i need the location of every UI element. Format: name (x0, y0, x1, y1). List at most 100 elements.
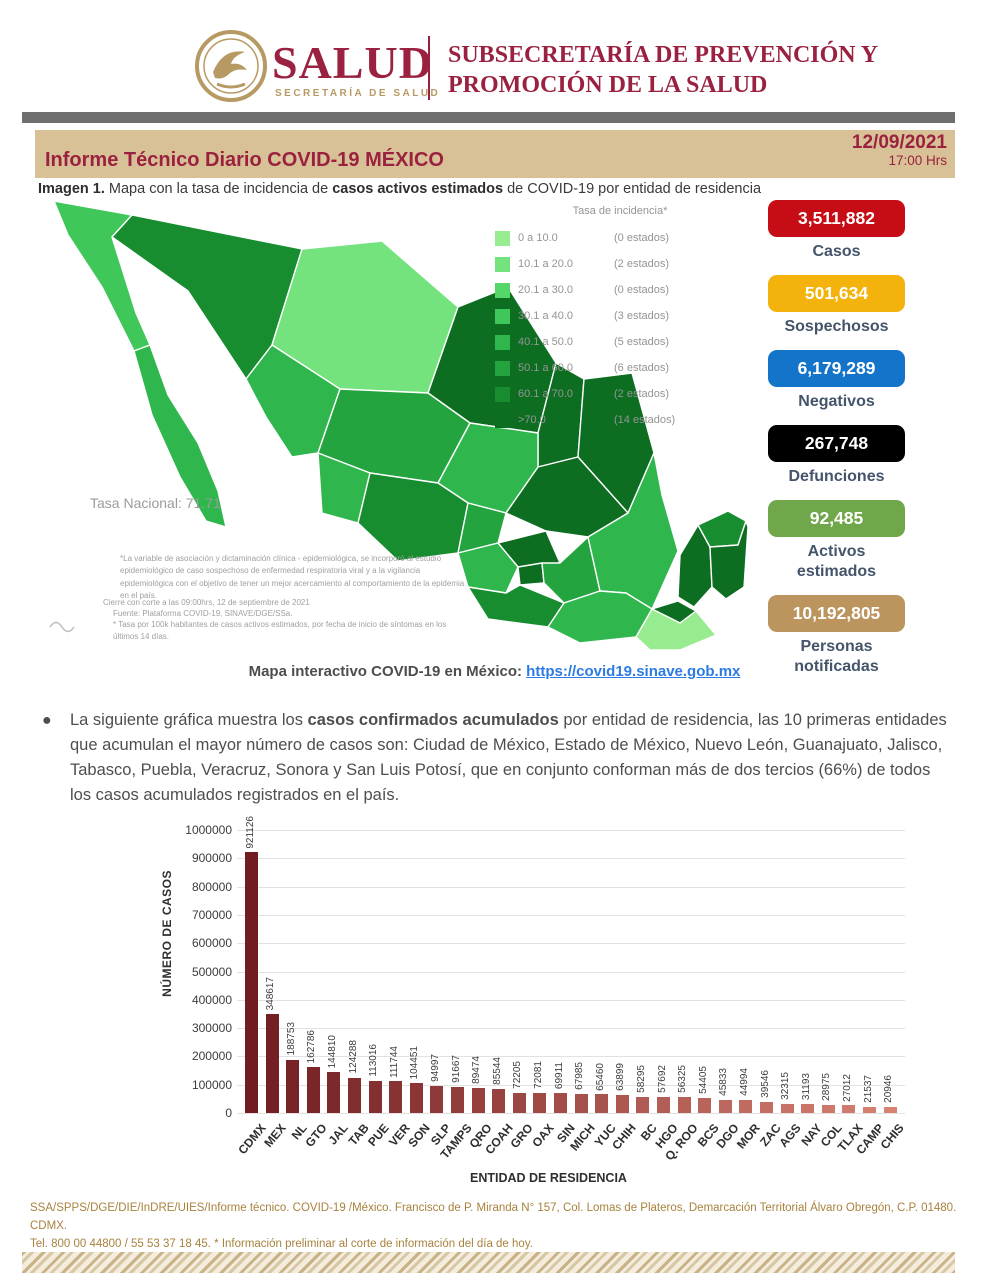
gridline (237, 971, 905, 973)
gridline (237, 1113, 905, 1114)
stat-value-personas-notificadas: 10,192,805 (768, 595, 905, 632)
bar-value-label: 44994 (738, 1068, 750, 1097)
y-axis-title: NÚMERO DE CASOS (160, 870, 174, 997)
footer-line-1: SSA/SPPS/DGE/DIE/InDRE/UIES/Informe técn… (30, 1202, 957, 1232)
x-tick-label: GTO (302, 1121, 331, 1150)
y-tick: 700000 (191, 907, 232, 922)
bar-value-label: 124288 (347, 1040, 359, 1074)
bar-YUC (595, 1094, 609, 1113)
title-band: Informe Técnico Diario COVID-19 MÉXICO 1… (35, 130, 955, 178)
x-tick-label: SON (405, 1121, 434, 1150)
legend-range: 0 a 10.0 (518, 232, 558, 244)
bar-value-label: 31193 (800, 1073, 812, 1101)
sinave-link[interactable]: https://covid19.sinave.gob.mx (526, 663, 741, 680)
bar-COAH (492, 1088, 506, 1113)
bar-value-label: 45833 (718, 1068, 730, 1097)
bar-value-label: 21537 (862, 1075, 874, 1103)
legend-row-7: >70.0 (14 estados) (495, 407, 745, 433)
x-tick-label: VER (385, 1121, 413, 1149)
bar-QRO (471, 1087, 485, 1113)
legend-count: (2 estados) (614, 258, 670, 270)
y-tick: 900000 (191, 851, 232, 866)
legend-range: >70.0 (518, 414, 546, 426)
legend-row-5: 50.1 a 60.0 (6 estados) (495, 355, 745, 381)
footer-text: SSA/SPPS/DGE/DIE/InDRE/UIES/Informe técn… (30, 1200, 960, 1253)
y-tick: 100000 (191, 1077, 232, 1092)
stat-value-defunciones: 267,748 (768, 425, 905, 462)
report-datetime: 12/09/2021 17:00 Hrs (852, 132, 947, 169)
gridline (237, 830, 905, 831)
bar-value-label: 72081 (532, 1060, 544, 1089)
cases-bar-chart: 0 100000 200000 300000 400000 500000 600000 700… (0, 815, 989, 1200)
legend-rows: 0 a 10.0 (0 estados) 10.1 a 20.0 (2 estados… (495, 225, 745, 433)
bar-MICH (574, 1093, 588, 1113)
y-tick: 500000 (191, 964, 232, 979)
bar-SIN (554, 1093, 567, 1113)
bar-CHIH (615, 1094, 629, 1113)
brand-wordmark: SALUD (272, 37, 433, 88)
bar-JAL (327, 1072, 341, 1113)
summary-stats: 3,511,882 Casos 501,634 Sospechosos 6,179,28… (768, 200, 905, 690)
legend-swatch (495, 230, 510, 246)
bar-OAX (533, 1092, 547, 1113)
bar-value-label: 65460 (594, 1062, 606, 1091)
bar-value-label: 144810 (326, 1034, 338, 1069)
gridline (237, 886, 905, 888)
bar-value-label: 72205 (512, 1060, 524, 1089)
stat-label: Activos estimados (796, 543, 877, 580)
legend-swatch (495, 308, 510, 324)
legend-swatch (495, 256, 510, 272)
legend-range: 50.1 a 60.0 (518, 362, 574, 374)
bar-SON (409, 1083, 423, 1113)
bar-value-label: 54405 (697, 1065, 709, 1094)
legend-range: 30.1 a 40.0 (518, 310, 574, 322)
bar-value-label: 89474 (471, 1055, 483, 1084)
stat-label: Defunciones (788, 468, 885, 485)
bullet-marker: ● (42, 712, 52, 729)
x-tick-label: ZAC (756, 1121, 784, 1149)
bar-value-label: 67985 (574, 1061, 586, 1090)
legend-count: (5 estados) (614, 336, 670, 348)
bar-HGO (657, 1096, 670, 1113)
bar-value-label: 69911 (553, 1062, 565, 1090)
map-legend: Tasa de incidencia* 0 a 10.0 (0 estados) 1… (495, 205, 745, 433)
bar-COL (821, 1104, 835, 1113)
bar-value-label: 348617 (265, 976, 277, 1011)
bar-value-label: 188753 (285, 1022, 297, 1056)
y-tick: 200000 (191, 1049, 232, 1064)
bar-value-label: 63899 (615, 1063, 627, 1091)
page-title: Informe Técnico Diario COVID-19 MÉXICO (45, 149, 444, 171)
stat-label: Casos (812, 243, 861, 260)
bar-value-label: 20946 (883, 1075, 895, 1104)
footer-ornament-strip (22, 1252, 955, 1273)
gridline (237, 858, 905, 860)
bar-value-label: 162786 (306, 1029, 318, 1063)
bar-GTO (306, 1066, 320, 1113)
bar-NL (286, 1059, 300, 1113)
legend-swatch (495, 334, 510, 350)
bar-GRO (512, 1092, 526, 1113)
legend-count: (6 estados) (614, 362, 670, 374)
x-tick-label: JAL (325, 1121, 351, 1148)
image-caption: Imagen 1. Mapa con la tasa de incidencia… (38, 181, 762, 197)
map-footnote-1: *La variable de asociación y dictaminaci… (120, 554, 465, 601)
map-scale-squiggle (49, 621, 75, 633)
bar-CHIS (883, 1107, 897, 1113)
header-divider (428, 36, 430, 100)
x-tick-label: AGS (776, 1121, 804, 1150)
x-tick-label: OAX (529, 1121, 557, 1150)
x-tick-label: MEX (261, 1121, 289, 1150)
bar-value-label: 57692 (656, 1064, 668, 1093)
bar-value-label: 921126 (244, 815, 256, 849)
legend-row-3: 30.1 a 40.0 (3 estados) (495, 303, 745, 329)
stat-value-sospechosos: 501,634 (768, 275, 905, 312)
bar-value-label: 91667 (450, 1055, 462, 1084)
y-tick: 600000 (191, 936, 232, 951)
legend-swatch (495, 386, 510, 402)
bar-value-label: 85544 (491, 1056, 503, 1085)
legend-count: (2 estados) (614, 388, 670, 400)
gridline (237, 1084, 905, 1086)
bar-value-label: 113016 (368, 1044, 380, 1078)
bar-Q. ROO (677, 1097, 691, 1113)
stat-value-negativos: 6,179,289 (768, 350, 905, 387)
